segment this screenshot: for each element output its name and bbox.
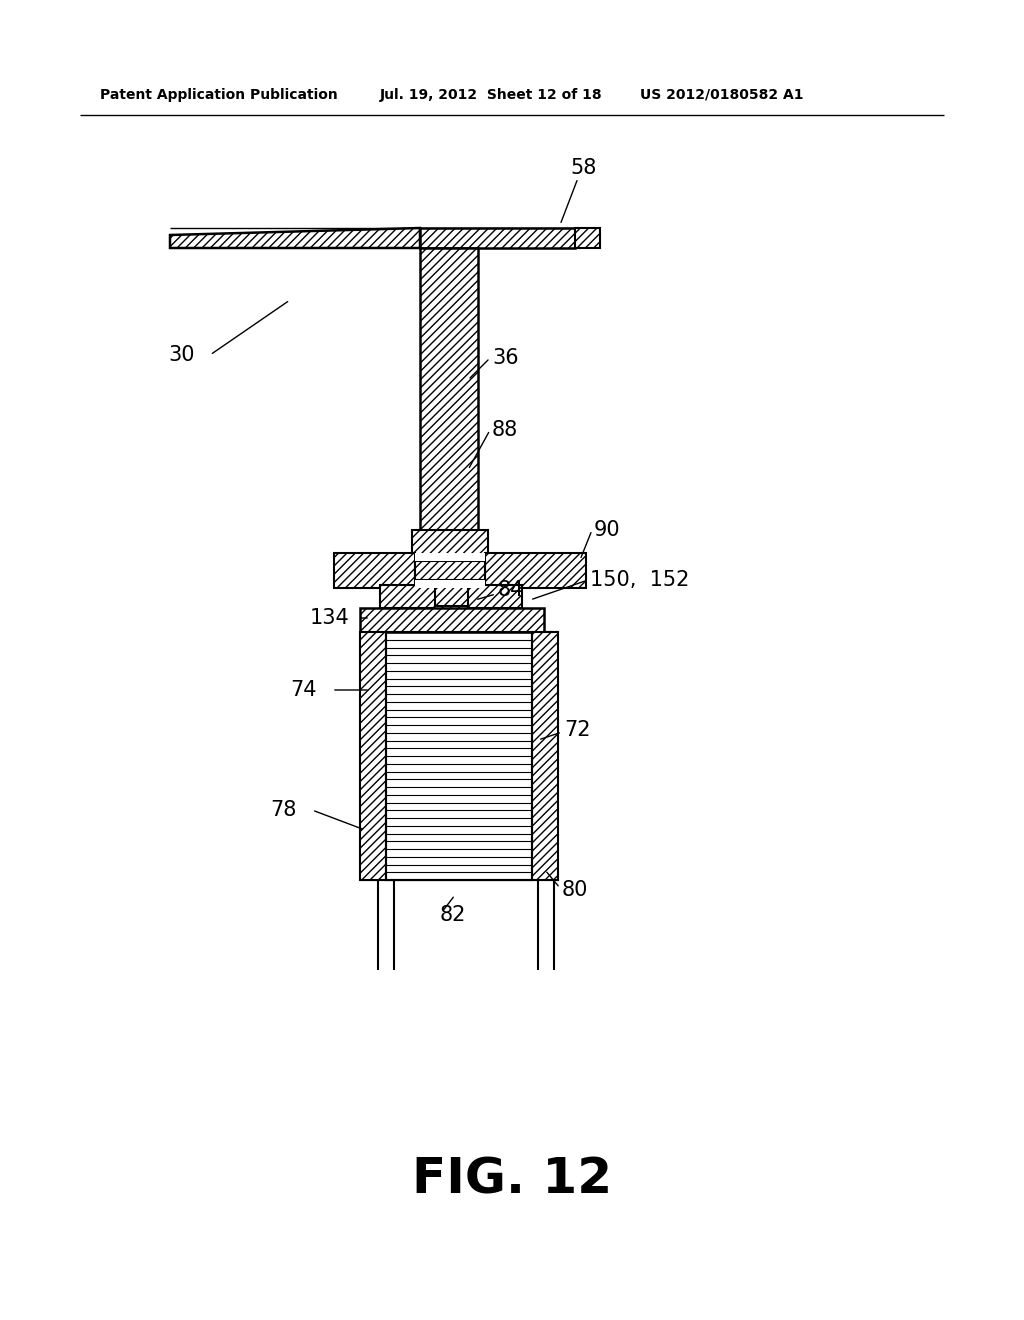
Text: 88: 88 [492, 420, 518, 440]
Text: Patent Application Publication: Patent Application Publication [100, 88, 338, 102]
Text: 30: 30 [168, 345, 195, 366]
Bar [532, 632, 558, 880]
Bar [334, 553, 415, 587]
Polygon shape [170, 228, 420, 248]
Bar [485, 553, 586, 587]
Bar [415, 561, 485, 579]
Polygon shape [575, 228, 600, 248]
Bar [420, 248, 478, 535]
Bar [386, 632, 532, 880]
Bar [415, 579, 485, 587]
Bar [380, 585, 522, 609]
Text: 84: 84 [498, 579, 524, 601]
Bar [360, 609, 544, 632]
Text: 80: 80 [562, 880, 589, 900]
Text: 58: 58 [570, 158, 596, 178]
Text: 150,  152: 150, 152 [590, 570, 689, 590]
Text: 134: 134 [310, 609, 350, 628]
Text: FIG. 12: FIG. 12 [412, 1156, 612, 1204]
Text: 78: 78 [270, 800, 296, 820]
Text: 90: 90 [594, 520, 621, 540]
Bar [415, 553, 485, 561]
Text: US 2012/0180582 A1: US 2012/0180582 A1 [640, 88, 804, 102]
Bar [360, 632, 386, 880]
Text: 82: 82 [440, 906, 466, 925]
Text: 72: 72 [564, 719, 591, 741]
Text: Jul. 19, 2012  Sheet 12 of 18: Jul. 19, 2012 Sheet 12 of 18 [380, 88, 603, 102]
Bar [412, 531, 488, 558]
Text: 36: 36 [492, 348, 518, 368]
Polygon shape [430, 606, 475, 622]
Polygon shape [420, 228, 575, 248]
Bar [435, 585, 468, 612]
Text: 74: 74 [290, 680, 316, 700]
